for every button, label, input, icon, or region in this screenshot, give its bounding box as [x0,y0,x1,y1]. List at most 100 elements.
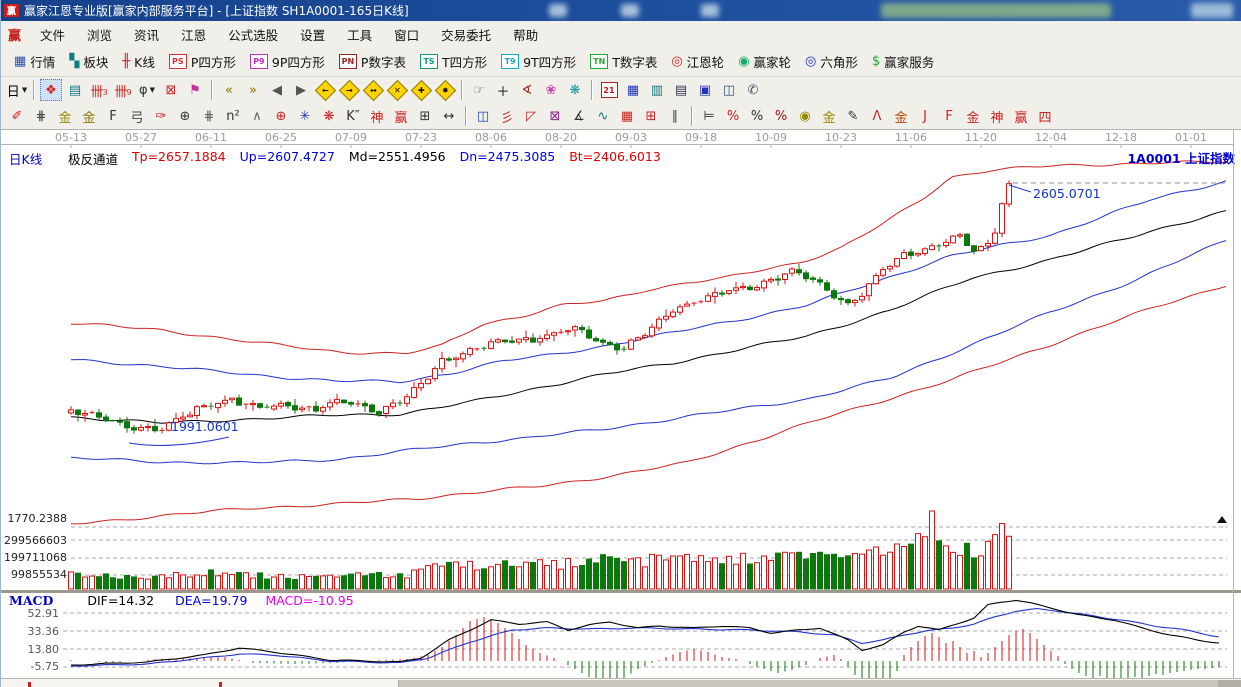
gold-line-tool[interactable]: 金 [890,105,912,127]
save-button[interactable]: ▣ [694,79,716,101]
rate-line-tool[interactable]: % [770,105,792,127]
first-bar-button[interactable]: « [218,79,240,101]
gann-compass-tool[interactable]: ⊕ [270,105,292,127]
shen-tool[interactable]: 神 [366,105,388,127]
hand-tool[interactable]: ☞ [468,79,490,101]
p-square-button[interactable]: PS P四方形 [162,50,243,74]
t-number-button[interactable]: TN T数字表 [583,50,664,74]
data-list-button[interactable]: ▥ [646,79,668,101]
t-square-button[interactable]: TS T四方形 [413,50,494,74]
zoom-right-diamond[interactable]: → [338,79,360,101]
fan-box-tool[interactable]: ◸ [520,105,542,127]
zoom-fit-diamond[interactable]: ↔ [362,79,384,101]
kline-chart-canvas[interactable] [1,130,1241,678]
winner-wheel-button[interactable]: ◉ 赢家轮 [731,50,798,74]
gold-angle-tool[interactable]: 金 [962,105,984,127]
menu-4[interactable]: 公式选股 [228,27,279,43]
menu-2[interactable]: 资讯 [134,27,160,43]
gann-wheel-button[interactable]: ◎ 江恩轮 [664,50,731,74]
win-angle-tool[interactable]: 赢 [1010,105,1032,127]
measure-tool[interactable]: ⊨ [698,105,720,127]
width-tool[interactable]: ↔ [438,105,460,127]
grid-lines-tool[interactable]: ⋕ [30,105,52,127]
menu-1[interactable]: 浏览 [87,27,113,43]
winner-service-button[interactable]: $ 赢家服务 [865,50,941,74]
brush2-tool[interactable]: ✑ [150,105,172,127]
hexagon-button[interactable]: ◎ 六角形 [798,50,865,74]
trend-angle-tool[interactable]: ∡ [568,105,590,127]
prev-bar-button[interactable]: ◀ [266,79,288,101]
zoom-in-diamond[interactable]: ✚ [410,79,432,101]
zoom-special-diamond[interactable]: ✸ [434,79,456,101]
calendar-tool[interactable]: 21 [598,79,620,101]
j-angle-tool[interactable]: J [914,105,936,127]
fan-lines-tool[interactable]: 彡 [496,105,518,127]
mirror-tool[interactable]: ∧ [246,105,268,127]
win-tool[interactable]: 赢 [390,105,412,127]
ruler-tool[interactable]: ⊞ [414,105,436,127]
calculator-tool[interactable]: ▦ [622,79,644,101]
quotes-button[interactable]: ▦ 行情 [7,50,62,74]
spiral-tool[interactable]: 弓 [126,105,148,127]
gold-section-tool[interactable]: 金 [818,105,840,127]
crosshair-tool[interactable]: ＋ [492,79,514,101]
wave-tool[interactable]: ∿ [592,105,614,127]
pattern-view-button[interactable]: ⊠ [160,79,182,101]
red-grid-tool[interactable]: ▦ [616,105,638,127]
gold-circle-tool[interactable]: ◉ [794,105,816,127]
percent-tool[interactable]: % [746,105,768,127]
t9-square-button[interactable]: T9 9T四方形 [494,50,583,74]
menu-8[interactable]: 交易委托 [441,27,492,43]
next-bar-button[interactable]: ▶ [290,79,312,101]
future-scroll-arrow[interactable] [1217,516,1227,523]
remote-assist-button[interactable]: ✆ [742,79,764,101]
red-grid2-tool[interactable]: ⊞ [640,105,662,127]
zoom-all-diamond[interactable]: ✕ [386,79,408,101]
fibonacci-tool[interactable]: F [102,105,124,127]
period-day-selector[interactable]: 日 ▼ [6,79,28,101]
gann-star-tool[interactable]: ✳ [294,105,316,127]
si-angle-tool[interactable]: 四 [1034,105,1056,127]
screenshot-button[interactable]: ◫ [718,79,740,101]
gold-grid-tool[interactable]: 金 [54,105,76,127]
gap-tool[interactable]: ❀ [540,79,562,101]
notes-button[interactable]: ▤ [670,79,692,101]
box-lines-tool[interactable]: ◫ [472,105,494,127]
pen-bars-tool[interactable]: ✎ [842,105,864,127]
mark-flag-button[interactable]: ⚑ [184,79,206,101]
smart-tool[interactable]: ❋ [564,79,586,101]
slash-lines-tool[interactable]: ∥ [664,105,686,127]
menu-5[interactable]: 设置 [300,27,326,43]
menu-0[interactable]: 文件 [40,27,66,43]
p9-square-button[interactable]: P9 9P四方形 [243,50,332,74]
menu-9[interactable]: 帮助 [513,27,539,43]
kline-button[interactable]: ╫ K线 [115,50,162,74]
time-circle-tool[interactable]: ⊕ [174,105,196,127]
menu-7[interactable]: 窗口 [394,27,420,43]
info-view-button[interactable]: ▤ [64,79,86,101]
f-angle-tool[interactable]: F [938,105,960,127]
menu-6[interactable]: 工具 [347,27,373,43]
n-square-tool[interactable]: n² [222,105,244,127]
wave-a-tool[interactable]: Ʌ [866,105,888,127]
horizontal-scrollbar[interactable] [1,678,1241,687]
title-bar[interactable]: 赢 赢家江恩专业版[赢家内部服务平台] - [上证指数 SH1A0001-165… [1,0,1241,21]
zoom-left-diamond[interactable]: ← [314,79,336,101]
gold-grid2-tool[interactable]: 金 [78,105,100,127]
menu-3[interactable]: 江恩 [181,27,207,43]
angle-tool[interactable]: ∢ [516,79,538,101]
price-grid-tool[interactable]: ⋕ [198,105,220,127]
gann-web-tool[interactable]: ❋ [318,105,340,127]
shen-angle-tool[interactable]: 神 [986,105,1008,127]
candle-style-selector[interactable]: φ ▼ [136,79,158,101]
p-number-button[interactable]: PN P数字表 [332,50,413,74]
brush-tool[interactable]: ✐ [6,105,28,127]
percent-line-tool[interactable]: % [722,105,744,127]
cross-box-tool[interactable]: ⊠ [544,105,566,127]
channel-toggle[interactable]: ❖ [40,79,62,101]
kline-mark-tool[interactable]: K″ [342,105,364,127]
last-bar-button[interactable]: » [242,79,264,101]
scrollbar-thumb[interactable] [398,680,1219,687]
